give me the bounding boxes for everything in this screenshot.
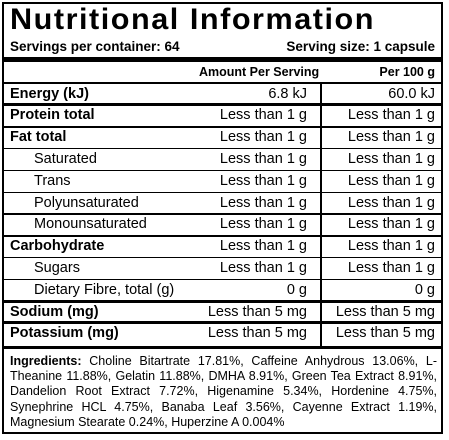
panel-title: Nutritional Information xyxy=(10,3,375,36)
row-divider xyxy=(4,213,441,215)
per-serving-value: 0 g xyxy=(286,281,307,298)
per-100g-value: Less than 5 mg xyxy=(335,303,435,320)
nutrient-label: Polyunsaturated xyxy=(34,194,139,211)
nutrient-row: Saturated Less than 1 g Less than 1 g xyxy=(4,149,441,171)
per-100g-value: 0 g xyxy=(414,281,435,298)
per-100g-value: Less than 1 g xyxy=(347,107,435,124)
per-100g-value: Less than 1 g xyxy=(347,194,435,211)
nutrient-label: Fat total xyxy=(10,129,67,146)
per-100g-value: 60.0 kJ xyxy=(388,85,435,102)
per-serving-value: Less than 1 g xyxy=(219,259,307,276)
ingredients-text: Choline Bitartrate 17.81%, Caffeine Anhy… xyxy=(10,354,437,429)
row-divider xyxy=(4,256,441,259)
nutrient-label: Protein total xyxy=(10,107,95,124)
per-serving-value: Less than 5 mg xyxy=(207,303,307,320)
ingredients-label: Ingredients: xyxy=(10,354,82,368)
servings-per-container: Servings per container: 64 xyxy=(10,39,180,54)
per-100g-value: Less than 1 g xyxy=(347,238,435,255)
per-serving-value: 6.8 kJ xyxy=(268,85,307,102)
ingredients-divider xyxy=(4,346,441,349)
row-divider xyxy=(4,147,441,150)
header-divider xyxy=(4,57,441,62)
nutrient-label: Energy (kJ) xyxy=(10,85,89,102)
nutrient-row: Trans Less than 1 g Less than 1 g xyxy=(4,171,441,193)
nutrient-row: Polyunsaturated Less than 1 g Less than 1 … xyxy=(4,193,441,215)
nutrient-label: Carbohydrate xyxy=(10,238,105,255)
per-100g-value: Less than 1 g xyxy=(347,216,435,233)
column-header-per-serving: Amount Per Serving xyxy=(199,65,320,79)
row-divider xyxy=(4,169,441,172)
serving-size: Serving size: 1 capsule xyxy=(286,39,435,54)
nutrient-label: Monounsaturated xyxy=(34,216,147,233)
nutrient-label: Sodium (mg) xyxy=(10,303,99,320)
nutrient-row: Fat total Less than 1 g Less than 1 g xyxy=(4,127,441,149)
nutrient-row: Dietary Fibre, total (g) 0 g 0 g xyxy=(4,280,441,302)
nutrient-row: Monounsaturated Less than 1 g Less than 1 … xyxy=(4,214,441,236)
per-serving-value: Less than 1 g xyxy=(219,172,307,189)
row-divider xyxy=(4,191,441,193)
row-divider xyxy=(4,299,441,303)
nutrient-label: Saturated xyxy=(34,150,97,167)
nutrient-row: Sodium (mg) Less than 5 mg Less than 5 mg xyxy=(4,302,441,324)
per-100g-value: Less than 1 g xyxy=(347,129,435,146)
nutrient-row: Potassium (mg) Less than 5 mg Less than 5 … xyxy=(4,323,441,345)
nutrient-row: Protein total Less than 1 g Less than 1 g xyxy=(4,105,441,127)
column-header-per-100g: Per 100 g xyxy=(379,65,435,79)
row-divider xyxy=(4,278,441,281)
nutrient-label: Trans xyxy=(34,172,71,189)
per-serving-value: Less than 1 g xyxy=(219,238,307,255)
per-serving-value: Less than 1 g xyxy=(219,194,307,211)
per-serving-value: Less than 1 g xyxy=(219,129,307,146)
per-100g-value: Less than 1 g xyxy=(347,259,435,276)
nutrient-row: Carbohydrate Less than 1 g Less than 1 g xyxy=(4,236,441,258)
per-100g-value: Less than 1 g xyxy=(347,172,435,189)
nutrient-label: Potassium (mg) xyxy=(10,325,119,342)
nutrient-row: Sugars Less than 1 g Less than 1 g xyxy=(4,258,441,280)
ingredients-block: Ingredients: Choline Bitartrate 17.81%, … xyxy=(10,354,437,430)
column-header-divider xyxy=(4,82,441,84)
nutrition-panel: Nutritional Information Servings per con… xyxy=(2,2,443,434)
per-serving-value: Less than 1 g xyxy=(219,150,307,167)
row-divider xyxy=(4,103,441,107)
nutrient-label: Dietary Fibre, total (g) xyxy=(34,281,175,298)
row-divider xyxy=(4,321,441,325)
nutrient-label: Sugars xyxy=(34,259,80,276)
row-divider xyxy=(4,126,441,128)
row-divider xyxy=(4,235,441,237)
per-100g-value: Less than 5 mg xyxy=(335,325,435,342)
per-serving-value: Less than 1 g xyxy=(219,107,307,124)
per-100g-value: Less than 1 g xyxy=(347,150,435,167)
per-serving-value: Less than 1 g xyxy=(219,216,307,233)
per-serving-value: Less than 5 mg xyxy=(207,325,307,342)
nutrient-row: Energy (kJ) 6.8 kJ 60.0 kJ xyxy=(4,84,441,106)
